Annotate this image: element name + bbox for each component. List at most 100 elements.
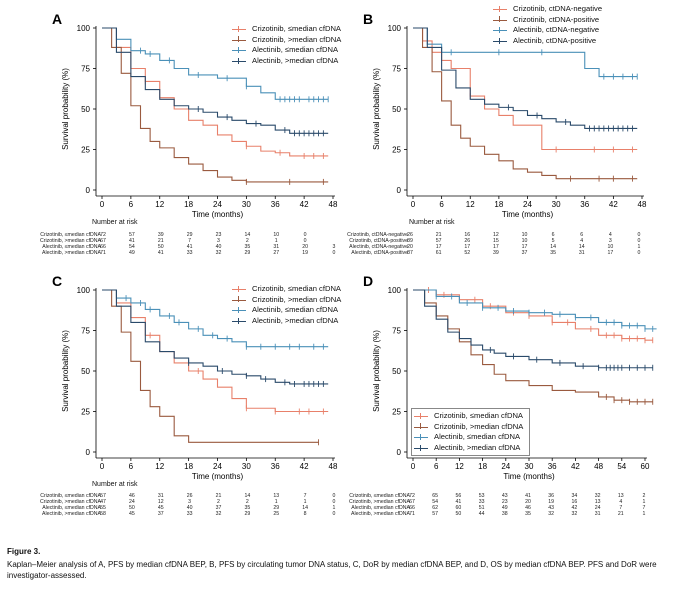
risk-count: 14 [550, 244, 557, 251]
risk-count: 54 [128, 244, 135, 251]
risk-count: 10 [521, 238, 528, 245]
risk-count: 0 [637, 250, 641, 257]
km-curve-series-4 [413, 27, 638, 129]
risk-count: 14 [578, 244, 585, 251]
risk-count: 21 [617, 511, 624, 518]
x-tick-label: 30 [552, 200, 561, 209]
km-curve-series-4 [102, 289, 329, 385]
risk-count: 35 [550, 250, 557, 257]
risk-count: 2 [642, 493, 646, 499]
legend-label: Crizotinib, ≤median cfDNA [434, 411, 523, 420]
km-curve-series-3 [413, 27, 638, 78]
y-axis-label: Survival probability (%) [372, 68, 381, 150]
risk-count: 25 [273, 511, 280, 518]
km-curve-series-3 [102, 27, 329, 100]
caption-text: Kaplan–Meier analysis of A, PFS by media… [7, 560, 657, 581]
risk-count: 1 [332, 505, 336, 512]
legend-label: Alectinib, >median cfDNA [252, 315, 339, 325]
x-tick-label: 0 [411, 462, 416, 471]
legend-item: Alectinib, ctDNA-positive [491, 36, 602, 47]
y-tick-label: 25 [81, 408, 90, 417]
risk-count: 61 [435, 250, 442, 257]
risk-count: 24 [594, 505, 601, 512]
risk-count: 49 [501, 505, 508, 512]
risk-title-b: Number at risk [409, 219, 455, 226]
risk-count: 7 [642, 505, 646, 512]
risk-count: 39 [492, 250, 499, 257]
risk-count: 0 [637, 238, 641, 245]
legend-b: Crizotinib, ctDNA-negative Crizotinib, c… [491, 4, 602, 46]
panel-letter: C [52, 273, 62, 289]
risk-count: 16 [464, 232, 471, 238]
y-tick-label: 75 [81, 327, 90, 336]
x-tick-label: 12 [155, 462, 164, 471]
risk-count: 23 [501, 499, 508, 506]
risk-count: 57 [128, 232, 135, 238]
risk-count: 41 [128, 238, 135, 245]
risk-count: 29 [186, 232, 193, 238]
risk-count: 29 [273, 505, 280, 512]
risk-count: 45 [128, 511, 135, 518]
risk-title-a: Number at risk [92, 219, 138, 226]
risk-row-label: Crizotinib, ctDNA-negative [347, 232, 408, 238]
y-tick-label: 75 [392, 65, 401, 74]
risk-count: 10 [521, 232, 528, 238]
risk-count: 57 [432, 511, 439, 518]
risk-count: 26 [186, 493, 193, 499]
risk-count: 1 [642, 499, 646, 506]
risk-count: 62 [432, 505, 439, 512]
risk-count: 3 [332, 244, 336, 251]
x-tick-label: 30 [525, 462, 534, 471]
y-axis-label: Survival probability (%) [61, 68, 70, 150]
risk-count: 37 [521, 250, 528, 257]
risk-count: 20 [302, 244, 309, 251]
x-tick-label: 36 [271, 462, 280, 471]
risk-count: 10 [273, 232, 280, 238]
risk-count: 27 [273, 250, 280, 257]
risk-count: 31 [578, 250, 585, 257]
risk-count: 52 [464, 250, 471, 257]
panel-c: C 0 6 12 18 24 30 36 42 48 0 25 50 75 100 Time (months)… [0, 262, 341, 532]
risk-count: 37 [215, 505, 222, 512]
risk-count: 50 [128, 505, 135, 512]
x-tick-label: 24 [501, 462, 510, 471]
risk-count: 21 [435, 232, 442, 238]
risk-count: 21 [157, 238, 164, 245]
risk-count: 17 [492, 244, 499, 251]
risk-count: 47 [100, 499, 106, 506]
risk-count: 2 [245, 238, 249, 245]
risk-count: 4 [580, 238, 584, 245]
x-tick-label: 48 [329, 200, 338, 209]
risk-row-label: Alectinib, ≤median cfDNA [351, 505, 410, 512]
risk-count: 1 [274, 238, 278, 245]
risk-row-label: Alectinib, ctDNA-positive [351, 250, 408, 257]
risk-row-label: Alectinib, ≤median cfDNA [42, 505, 101, 512]
x-tick-label: 6 [129, 462, 134, 471]
risk-count: 0 [332, 499, 336, 506]
risk-count: 16 [571, 499, 578, 506]
x-tick-label: 42 [609, 200, 618, 209]
y-tick-label: 25 [392, 408, 401, 417]
risk-count: 1 [637, 244, 641, 251]
risk-count: 33 [478, 499, 485, 506]
risk-count: 19 [548, 499, 555, 506]
risk-count: 39 [157, 232, 164, 238]
risk-row-label: Alectinib, >median cfDNA [42, 250, 101, 257]
risk-count: 60 [455, 505, 462, 512]
risk-count: 7 [188, 238, 192, 245]
risk-count: 13 [273, 493, 280, 499]
risk-count: 35 [244, 505, 251, 512]
risk-count: 31 [594, 511, 601, 518]
risk-count: 35 [525, 511, 531, 518]
y-tick-label: 100 [388, 286, 402, 295]
y-tick-label: 75 [81, 65, 90, 74]
legend-item: Alectinib, ctDNA-negative [491, 25, 602, 36]
x-tick-label: 30 [242, 462, 251, 471]
panel-letter: B [363, 11, 373, 27]
risk-count: 0 [303, 238, 307, 245]
risk-count: 53 [478, 493, 485, 499]
x-tick-label: 24 [523, 200, 532, 209]
risk-row-label: Crizotinib, ≤median cfDNA [40, 493, 101, 499]
x-tick-label: 6 [129, 200, 134, 209]
legend-item: Crizotinib, >median cfDNA [230, 35, 341, 46]
